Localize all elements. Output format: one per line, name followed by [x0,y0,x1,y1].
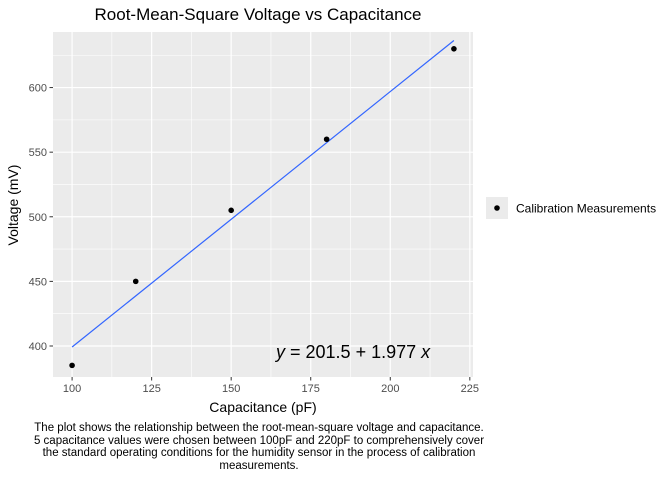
chart-caption: The plot shows the relationship between … [33,422,485,472]
data-point [69,362,75,369]
x-tick-label: 125 [142,383,160,395]
y-tick-label: 450 [29,276,47,288]
y-tick-label: 600 [29,83,47,95]
fit-line [71,40,455,348]
legend-label: Calibration Measurements [516,202,656,216]
data-point [228,207,234,214]
y-tick-label: 550 [29,147,47,159]
data-point [451,45,457,52]
x-tick-label: 100 [63,383,81,395]
legend-point-icon [494,205,500,211]
data-point [132,278,139,285]
x-axis-title: Capacitance (pF) [209,399,316,415]
equation-y-var: y [274,342,286,362]
equation-slope: 1.977 [371,342,416,362]
plot-panel [53,32,473,377]
chart-title: Root-Mean-Square Voltage vs Capacitance [95,5,422,24]
legend: Calibration Measurements [486,197,656,219]
x-tick-label: 200 [381,383,399,395]
fit-line-group [71,40,455,348]
data-point [323,136,330,143]
major-gridlines [53,32,473,377]
x-tick-label: 175 [302,383,320,395]
x-tick-label: 150 [222,383,240,395]
y-axis-title: Voltage (mV) [5,165,21,246]
equation-plus: + [351,342,372,362]
y-tick-labels: 400 450 500 550 600 [29,83,47,353]
equation-equals: = [285,342,306,362]
x-tick-label: 225 [461,383,479,395]
minor-gridlines [53,32,473,377]
y-tick-label: 400 [29,341,47,353]
equation-intercept: 201.5 [306,342,351,362]
data-points [69,45,457,369]
regression-equation: y = 201.5 + 1.977 x [274,342,431,362]
axis-ticks [49,87,471,381]
equation-x-var: x [420,342,431,362]
x-tick-labels: 100 125 150 175 200 225 [63,383,479,395]
y-tick-label: 500 [29,212,47,224]
